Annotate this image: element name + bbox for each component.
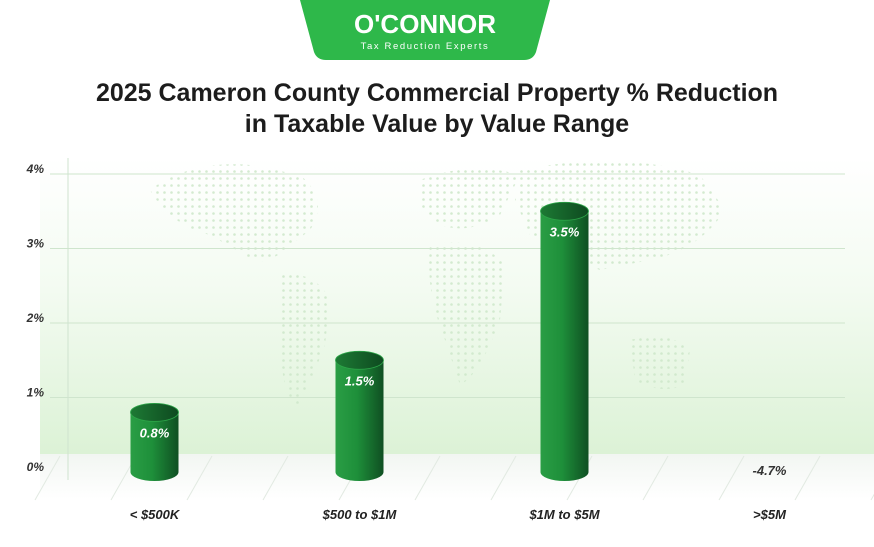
x-tick-label: < $500K xyxy=(130,507,181,522)
data-label: 0.8% xyxy=(140,425,170,440)
x-tick-label: >$5M xyxy=(753,507,787,522)
data-label: 3.5% xyxy=(550,224,580,239)
y-tick-label: 1% xyxy=(27,386,45,400)
bar xyxy=(335,360,384,482)
y-tick-label: 4% xyxy=(26,162,45,176)
bar-top xyxy=(540,201,589,221)
floor-line xyxy=(718,455,745,501)
y-tick-label: 2% xyxy=(26,311,45,325)
floor-line xyxy=(414,455,441,501)
chart-title-line-1: 2025 Cameron County Commercial Property … xyxy=(95,79,779,107)
floor-line xyxy=(642,455,669,501)
floor-line xyxy=(34,455,61,501)
floor-line xyxy=(262,455,289,501)
y-tick-label: 0% xyxy=(27,460,45,474)
data-label: 1.5% xyxy=(345,373,375,388)
world-map-decoration xyxy=(150,161,725,410)
brand-logo: O'CONNOR Tax Reduction Experts xyxy=(300,0,550,60)
bar-top xyxy=(130,402,179,422)
data-label: -4.7% xyxy=(753,463,787,478)
floor-line xyxy=(794,455,821,501)
chart-title: 2025 Cameron County Commercial Property … xyxy=(0,78,874,140)
chart-title-line-2: in Taxable Value by Value Range xyxy=(244,110,630,138)
plot-floor xyxy=(40,454,874,499)
floor-line xyxy=(186,455,213,501)
floor-line xyxy=(490,455,517,501)
bar xyxy=(130,412,179,482)
x-tick-label: $500 to $1M xyxy=(322,507,398,522)
brand-name: O'CONNOR xyxy=(354,9,496,39)
y-tick-label: 3% xyxy=(27,237,45,251)
brand-tagline: Tax Reduction Experts xyxy=(361,41,490,52)
bar-top xyxy=(335,350,384,370)
x-tick-label: $1M to $5M xyxy=(528,507,600,522)
bar xyxy=(540,211,589,482)
